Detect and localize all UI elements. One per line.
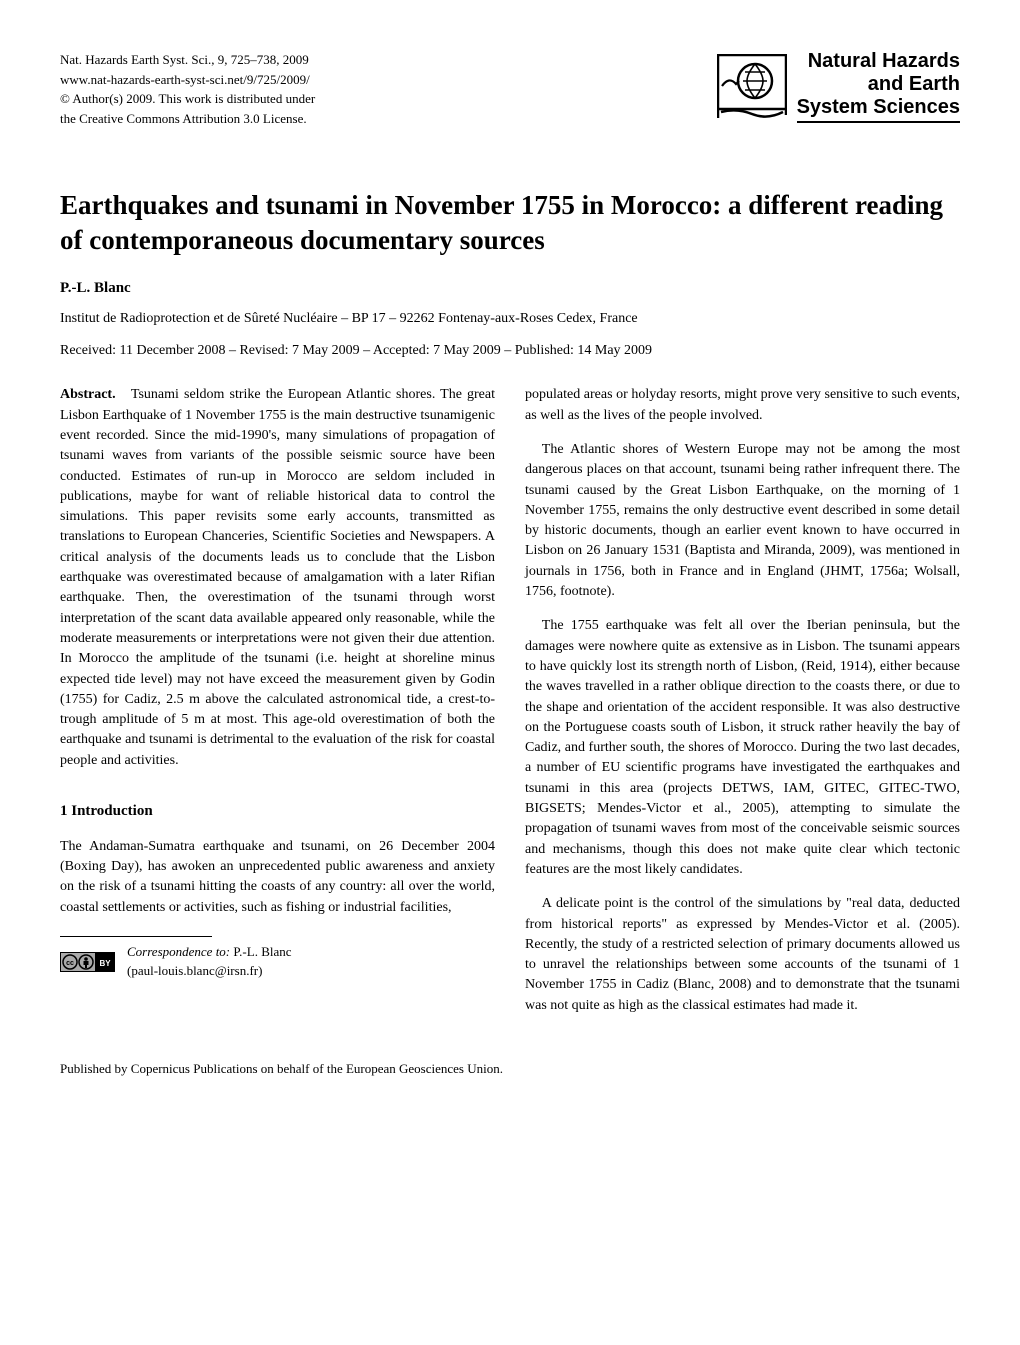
logo-line1: Natural Hazards: [797, 50, 960, 73]
journal-logo: Natural Hazards and Earth System Science…: [717, 50, 960, 123]
logo-line2: and Earth: [797, 73, 960, 96]
author-name: P.-L. Blanc: [60, 278, 960, 299]
journal-meta: Nat. Hazards Earth Syst. Sci., 9, 725–73…: [60, 50, 315, 128]
page-header: Nat. Hazards Earth Syst. Sci., 9, 725–73…: [60, 50, 960, 128]
body-columns: Abstract. Tsunami seldom strike the Euro…: [60, 385, 960, 1030]
intro-paragraph-1-left: The Andaman-Sumatra earthquake and tsuna…: [60, 837, 495, 918]
svg-text:BY: BY: [99, 959, 111, 968]
section-1-heading: 1 Introduction: [60, 801, 495, 823]
abstract-paragraph: Abstract. Tsunami seldom strike the Euro…: [60, 385, 495, 771]
article-dates: Received: 11 December 2008 – Revised: 7 …: [60, 341, 960, 361]
intro-paragraph-3: The 1755 earthquake was felt all over th…: [525, 616, 960, 880]
svg-text:cc: cc: [66, 960, 74, 967]
correspondence-block: cc BY Correspondence to: P.-L. Blanc (pa…: [60, 943, 321, 981]
nhess-logo-icon: [717, 54, 787, 119]
correspondence-email: (paul-louis.blanc@irsn.fr): [127, 963, 262, 978]
intro-paragraph-2: The Atlantic shores of Western Europe ma…: [525, 440, 960, 602]
journal-logo-text: Natural Hazards and Earth System Science…: [797, 50, 960, 123]
copyright-line: © Author(s) 2009. This work is distribut…: [60, 89, 315, 109]
logo-line3: System Sciences: [797, 96, 960, 123]
cc-by-icon: cc BY: [60, 952, 115, 972]
correspondence-text: Correspondence to: P.-L. Blanc (paul-lou…: [127, 943, 292, 981]
intro-paragraph-4: A delicate point is the control of the s…: [525, 894, 960, 1016]
page-footer: Published by Copernicus Publications on …: [60, 1060, 960, 1078]
abstract-text: Tsunami seldom strike the European Atlan…: [60, 387, 495, 767]
left-column: Abstract. Tsunami seldom strike the Euro…: [60, 385, 495, 1030]
correspondence-label: Correspondence to:: [127, 944, 230, 959]
intro-paragraph-1-right: populated areas or holyday resorts, migh…: [525, 385, 960, 426]
right-column: populated areas or holyday resorts, migh…: [525, 385, 960, 1030]
license-line: the Creative Commons Attribution 3.0 Lic…: [60, 109, 315, 129]
article-title: Earthquakes and tsunami in November 1755…: [60, 188, 960, 258]
correspondence-divider: [60, 936, 212, 937]
journal-reference: Nat. Hazards Earth Syst. Sci., 9, 725–73…: [60, 50, 315, 70]
journal-url: www.nat-hazards-earth-syst-sci.net/9/725…: [60, 70, 315, 90]
abstract-label: Abstract.: [60, 387, 116, 402]
correspondence-name: P.-L. Blanc: [233, 944, 291, 959]
author-affiliation: Institut de Radioprotection et de Sûreté…: [60, 309, 960, 329]
